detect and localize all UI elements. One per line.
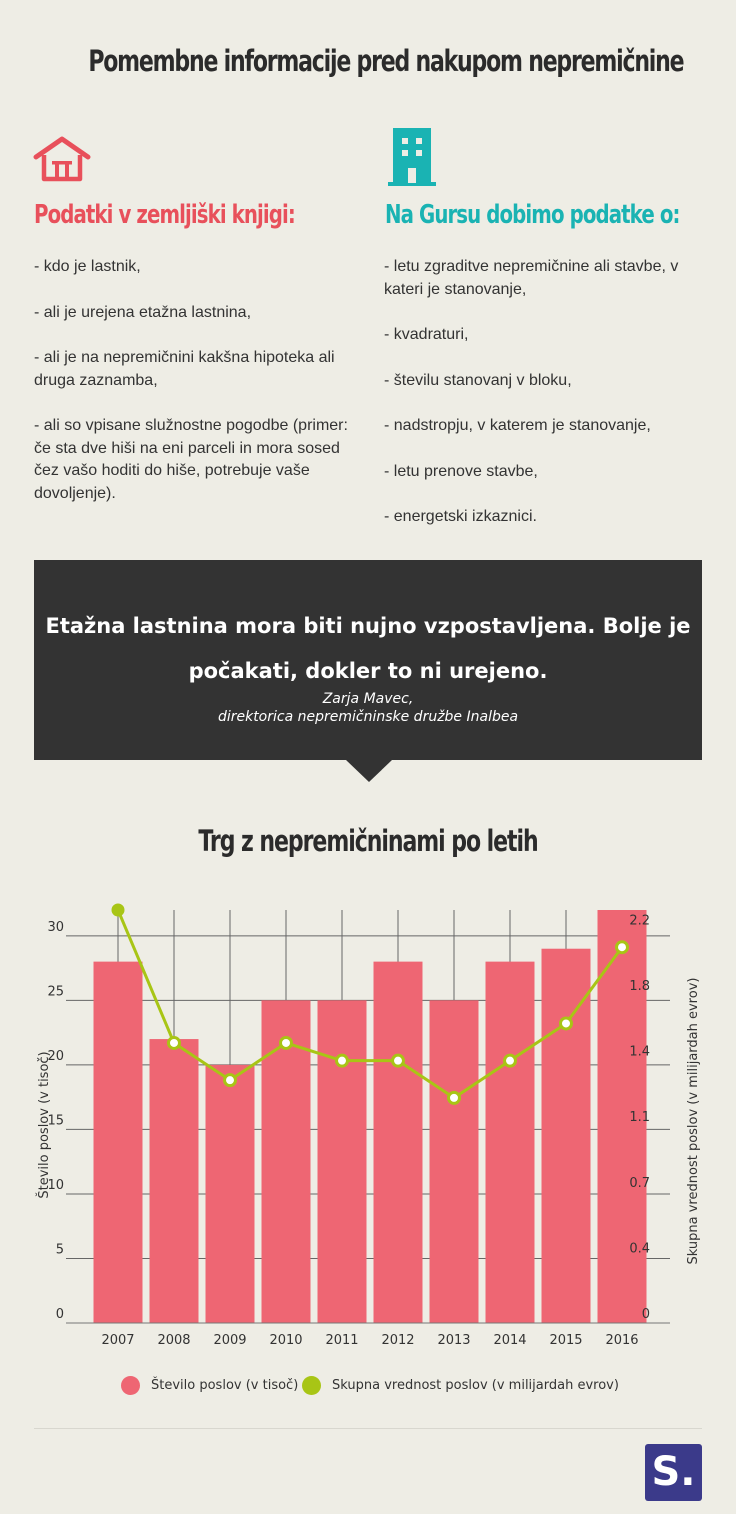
x-tick-label: 2014	[493, 1333, 526, 1348]
list-item: - energetski izkaznici.	[384, 508, 537, 525]
y-tick-label: 15	[47, 1113, 64, 1128]
legend-dot-line	[302, 1376, 321, 1395]
value-point-2010	[279, 1035, 293, 1050]
building-icon	[388, 128, 436, 186]
quote-text: Etažna lastnina mora biti nujno vzpostav…	[0, 604, 736, 694]
x-tick-label: 2013	[437, 1333, 470, 1348]
bar-2016	[597, 910, 647, 1323]
bar-2007	[93, 961, 143, 1323]
y-tick-label: 0	[56, 1307, 64, 1322]
value-point-2013	[447, 1090, 461, 1105]
list-item: - nadstropju, v katerem je stanovanje,	[384, 417, 651, 434]
y-tick-label: 30	[47, 920, 64, 935]
y-tick-label: 10	[47, 1178, 64, 1193]
x-tick-label: 2009	[213, 1333, 246, 1348]
y-right-tick-label: 0.7	[629, 1176, 650, 1191]
list-item: - letu zgraditve nepremičnine ali stavbe…	[384, 258, 679, 298]
legend-label-value: Skupna vrednost poslov (v milijardah evr…	[332, 1378, 619, 1393]
gurs-list: - letu zgraditve nepremičnine ali stavbe…	[384, 256, 714, 552]
page-title: Pomembne informacije pred nakupom neprem…	[88, 44, 684, 78]
chart-title: Trg z nepremičninami po letih	[198, 824, 538, 858]
land-registry-title: Podatki v zemljiški knjigi:	[34, 200, 296, 230]
legend-item-value: Skupna vrednost poslov (v milijardah evr…	[302, 1376, 619, 1395]
y-right-tick-label: 1.8	[629, 979, 650, 994]
bar-2011	[317, 1000, 367, 1323]
value-point-2012	[391, 1053, 405, 1068]
value-point-2016	[615, 940, 629, 955]
value-point-2007	[111, 903, 125, 917]
gurs-title: Na Gursu dobimo podatke o:	[385, 200, 680, 230]
x-tick-label: 2010	[269, 1333, 302, 1348]
bar-2013	[429, 1000, 479, 1323]
y-axis-label: Število poslov (v tisoč)	[36, 1051, 52, 1198]
y-right-axis-label: Skupna vrednost poslov (v milijardah evr…	[686, 978, 701, 1265]
quote-line-1: Etažna lastnina mora biti nujno vzpostav…	[45, 614, 691, 638]
y-right-tick-label: 0.4	[629, 1241, 650, 1256]
y-right-tick-label: 1.4	[629, 1045, 650, 1060]
x-tick-label: 2015	[549, 1333, 582, 1348]
list-item: - številu stanovanj v bloku,	[384, 371, 572, 389]
x-tick-label: 2008	[157, 1333, 190, 1348]
land-registry-list: - kdo je lastnik, - ali je urejena etažn…	[34, 256, 364, 528]
legend-label-deals: Število poslov (v tisoč)	[151, 1378, 299, 1393]
quote-author-role: direktorica nepremičninske družbe Inalbe…	[217, 709, 519, 725]
list-item: - ali je na nepremičnini kakšna hipoteka…	[34, 349, 335, 389]
y-right-tick-label: 1.1	[629, 1110, 650, 1125]
bar-2008	[149, 1039, 199, 1323]
x-tick-label: 2012	[381, 1333, 414, 1348]
value-point-2015	[559, 1016, 573, 1031]
quote-line-2: počakati, dokler to ni urejeno.	[188, 659, 548, 683]
list-item: - kvadraturi,	[384, 326, 469, 343]
real-estate-chart: 2007 2008 2009 2010 2011 2012 2013 2014 2015 2016…	[36, 903, 701, 1348]
quote-box	[34, 560, 702, 760]
value-line	[116, 909, 624, 1100]
x-tick-label: 2016	[605, 1333, 638, 1348]
house-icon	[33, 135, 91, 183]
chart-legend: Število poslov (v tisoč) Skupna vrednost…	[0, 1376, 736, 1396]
list-item: - letu prenove stavbe,	[384, 462, 538, 480]
quote-pointer	[346, 760, 392, 782]
value-point-2011	[335, 1053, 349, 1068]
value-point-2014	[503, 1053, 517, 1068]
y-tick-label: 5	[56, 1242, 64, 1257]
x-tick-label: 2011	[325, 1333, 358, 1348]
y-tick-label: 20	[47, 1049, 64, 1064]
legend-dot-bar	[121, 1376, 140, 1395]
bar-2009	[205, 1064, 255, 1323]
footer-divider	[34, 1428, 702, 1429]
bar-2014	[485, 961, 535, 1323]
y-right-tick-label: 2.2	[629, 913, 650, 928]
bar-2015	[541, 948, 591, 1323]
list-item: - kdo je lastnik,	[34, 258, 141, 275]
bar-2012	[373, 961, 423, 1323]
list-item: - ali je urejena etažna lastnina,	[34, 303, 252, 321]
quote-attribution: Zarja Mavec, direktorica nepremičninske …	[0, 690, 736, 726]
y-right-tick-label: 0	[642, 1307, 650, 1322]
publisher-logo[interactable]: S.	[645, 1444, 702, 1501]
x-tick-label: 2007	[101, 1333, 134, 1348]
legend-item-deals: Število poslov (v tisoč)	[121, 1376, 298, 1395]
y-tick-label: 25	[47, 984, 64, 999]
list-item: - ali so vpisane služnostne pogodbe (pri…	[34, 417, 348, 502]
value-point-2008	[167, 1035, 181, 1050]
value-point-2009	[223, 1073, 237, 1088]
quote-author: Zarja Mavec,	[322, 691, 414, 707]
